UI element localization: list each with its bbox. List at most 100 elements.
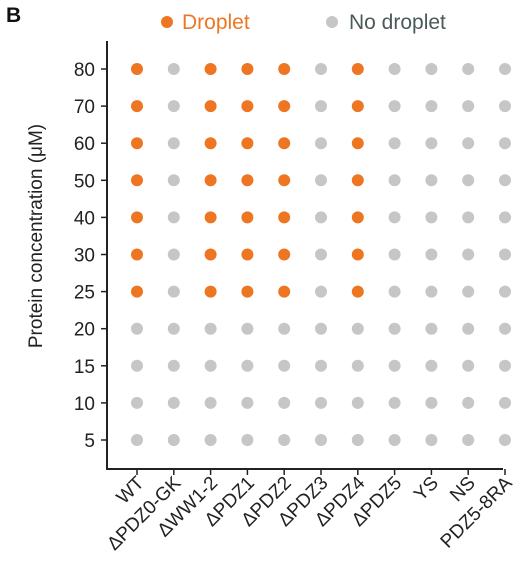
data-point-droplet	[131, 248, 143, 261]
data-point-no-droplet	[388, 248, 401, 261]
data-point-no-droplet	[204, 434, 217, 446]
data-point-no-droplet	[351, 359, 364, 372]
data-point-droplet	[351, 285, 364, 298]
y-tick-label: 5	[84, 431, 95, 452]
data-point-no-droplet	[462, 137, 475, 150]
y-tick-label: 15	[74, 357, 95, 378]
data-point-no-droplet	[315, 137, 327, 150]
data-point-no-droplet	[462, 322, 475, 335]
data-point-droplet	[278, 285, 291, 298]
data-point-no-droplet	[499, 285, 511, 298]
data-point-no-droplet	[499, 100, 511, 113]
data-point-no-droplet	[499, 248, 511, 261]
data-point-no-droplet	[131, 322, 143, 335]
data-point-no-droplet	[425, 174, 438, 187]
data-point-no-droplet	[351, 434, 364, 446]
data-point-no-droplet	[425, 359, 438, 372]
data-point-no-droplet	[167, 100, 180, 113]
data-point-droplet	[131, 211, 143, 224]
data-point-no-droplet	[499, 434, 511, 446]
data-point-no-droplet	[425, 285, 438, 298]
data-point-no-droplet	[167, 174, 180, 187]
data-point-no-droplet	[315, 434, 327, 446]
data-point-no-droplet	[425, 396, 438, 409]
data-point-droplet	[278, 248, 291, 261]
data-point-no-droplet	[204, 396, 217, 409]
data-point-no-droplet	[241, 359, 254, 372]
data-point-no-droplet	[425, 434, 438, 446]
data-point-no-droplet	[204, 359, 217, 372]
data-point-droplet	[131, 285, 143, 298]
data-point-no-droplet	[388, 174, 401, 187]
data-point-droplet	[241, 174, 254, 187]
data-point-no-droplet	[462, 174, 475, 187]
legend-marker-no-droplet	[326, 16, 338, 28]
data-point-droplet	[204, 248, 217, 261]
data-point-no-droplet	[425, 137, 438, 150]
data-point-droplet	[278, 137, 291, 150]
data-point-droplet	[351, 137, 364, 150]
y-tick-label: 40	[74, 208, 95, 229]
data-point-no-droplet	[167, 285, 180, 298]
data-point-no-droplet	[462, 63, 475, 75]
data-point-no-droplet	[425, 211, 438, 224]
data-point-no-droplet	[462, 100, 475, 113]
data-point-no-droplet	[315, 63, 327, 75]
y-axis-ticks: 80 70 60 50 40 30 25 20 15 10 5	[74, 60, 107, 452]
data-point-droplet	[278, 63, 291, 75]
data-point-no-droplet	[462, 285, 475, 298]
data-point-no-droplet	[167, 248, 180, 261]
data-point-no-droplet	[388, 63, 401, 75]
data-point-droplet	[204, 63, 217, 75]
data-point-no-droplet	[315, 174, 327, 187]
data-point-droplet	[131, 137, 143, 150]
data-point-droplet	[204, 211, 217, 224]
data-point-droplet	[241, 248, 254, 261]
data-point-no-droplet	[462, 396, 475, 409]
x-axis-ticks: WTΔPDZ0-GKΔWW1-2ΔPDZ1ΔPDZ2ΔPDZ3ΔPDZ4ΔPDZ…	[103, 469, 517, 555]
data-point-no-droplet	[462, 434, 475, 446]
data-point-no-droplet	[315, 322, 327, 335]
data-point-no-droplet	[315, 396, 327, 409]
data-point-no-droplet	[499, 322, 511, 335]
data-point-droplet	[241, 211, 254, 224]
data-point-no-droplet	[241, 434, 254, 446]
legend-marker-droplet	[161, 16, 173, 28]
data-point-no-droplet	[499, 359, 511, 372]
y-tick-label: 50	[74, 171, 95, 192]
data-point-droplet	[131, 174, 143, 187]
data-point-droplet	[278, 100, 291, 113]
data-point-no-droplet	[241, 322, 254, 335]
data-point-no-droplet	[388, 100, 401, 113]
x-tick-label: PDZ5-8RA	[437, 472, 517, 552]
data-point-no-droplet	[167, 434, 180, 446]
data-point-droplet	[351, 174, 364, 187]
data-point-no-droplet	[388, 137, 401, 150]
data-point-no-droplet	[315, 248, 327, 261]
data-point-no-droplet	[167, 211, 180, 224]
data-point-no-droplet	[425, 322, 438, 335]
data-point-no-droplet	[278, 322, 291, 335]
data-point-droplet	[204, 174, 217, 187]
data-point-no-droplet	[131, 434, 143, 446]
data-point-droplet	[351, 211, 364, 224]
data-point-droplet	[131, 100, 143, 113]
data-point-no-droplet	[425, 248, 438, 261]
y-tick-label: 30	[74, 246, 95, 267]
legend: Droplet No droplet	[161, 11, 446, 34]
data-point-no-droplet	[315, 211, 327, 224]
y-tick-label: 10	[74, 394, 95, 415]
data-point-no-droplet	[131, 359, 143, 372]
data-point-no-droplet	[499, 396, 511, 409]
data-point-droplet	[278, 211, 291, 224]
data-point-no-droplet	[167, 359, 180, 372]
panel-label: B	[6, 4, 21, 27]
y-tick-label: 60	[74, 134, 95, 155]
data-point-no-droplet	[388, 359, 401, 372]
y-tick-label: 80	[74, 60, 95, 81]
data-point-no-droplet	[167, 396, 180, 409]
data-point-droplet	[131, 63, 143, 75]
data-point-no-droplet	[425, 63, 438, 75]
data-point-no-droplet	[167, 137, 180, 150]
data-point-no-droplet	[167, 63, 180, 75]
